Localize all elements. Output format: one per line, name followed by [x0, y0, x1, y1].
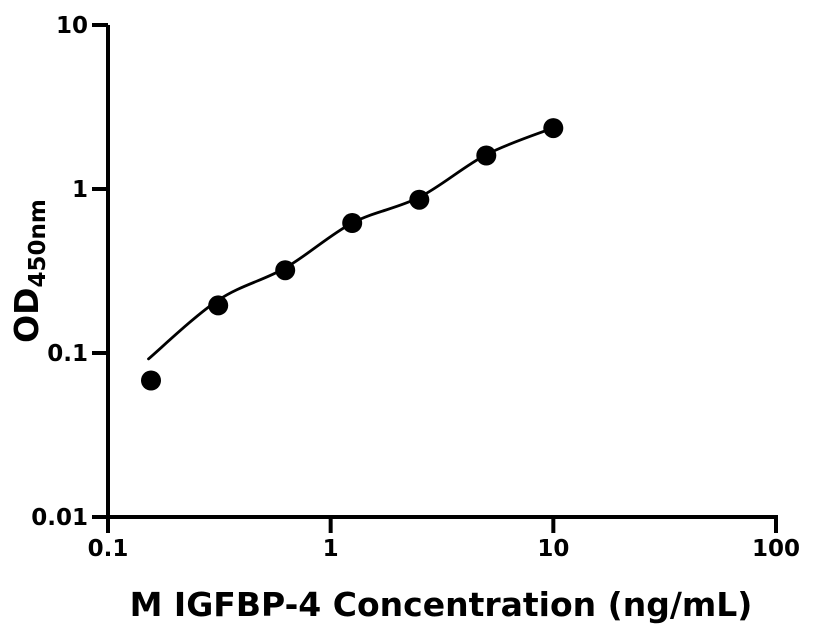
y-tick-label: 0.01	[31, 505, 88, 531]
data-point-marker	[543, 118, 564, 139]
data-point-marker	[342, 213, 363, 233]
data-point-marker	[409, 189, 430, 210]
data-point-marker	[208, 295, 229, 316]
data-points	[141, 118, 564, 391]
data-point-marker	[275, 260, 296, 281]
y-tick-label: 1	[72, 177, 88, 203]
y-tick-label: 0.1	[47, 341, 88, 367]
x-tick-label: 100	[752, 536, 800, 562]
data-point-marker	[141, 370, 161, 391]
y-axis-title: OD450nm	[7, 199, 51, 343]
axis-spine	[106, 25, 778, 519]
data-point-marker	[476, 145, 497, 166]
y-axis-title-main: OD	[7, 287, 46, 342]
x-tick-label: 0.1	[88, 536, 129, 562]
y-tick-label: 10	[56, 13, 88, 39]
y-axis-title-subscript: 450nm	[25, 199, 51, 287]
axes	[106, 25, 778, 519]
x-tick-label: 1	[323, 536, 339, 562]
x-tick-label: 10	[537, 536, 569, 562]
axis-ticks	[92, 23, 778, 533]
x-axis-title: M IGFBP-4 Concentration (ng/mL)	[130, 585, 753, 624]
